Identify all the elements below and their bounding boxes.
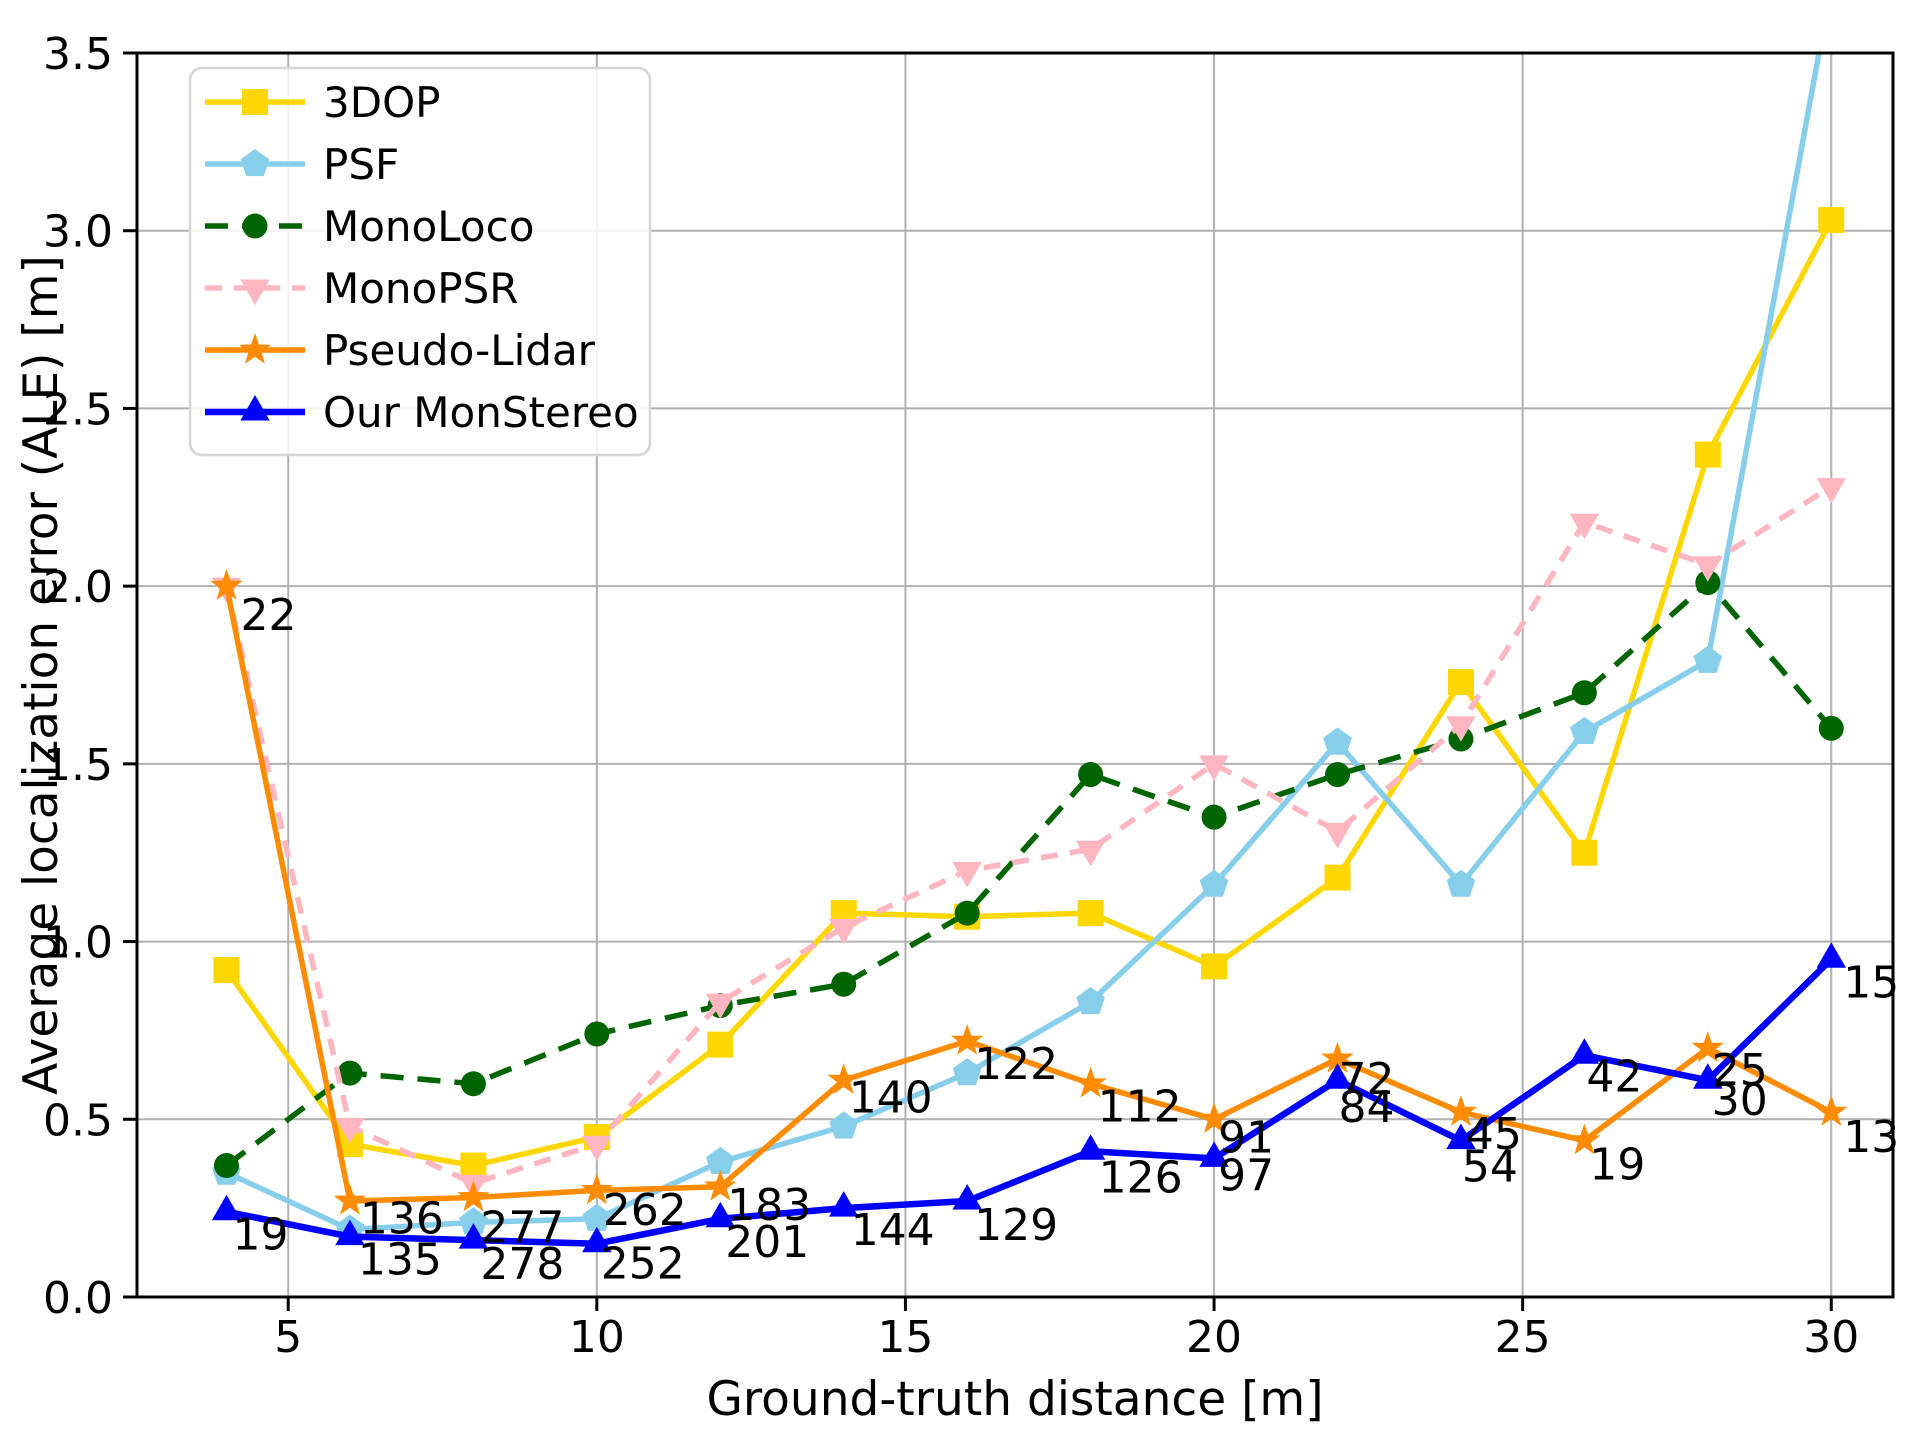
x-tick-label: 20 — [1186, 1312, 1242, 1363]
annotation-label: 91 — [1218, 1112, 1274, 1163]
legend-item-monoloco: MonoLoco — [205, 202, 534, 251]
x-axis-label: Ground-truth distance [m] — [706, 1372, 1323, 1427]
annotation-label: 15 — [1843, 957, 1899, 1008]
x-tick-label: 30 — [1803, 1312, 1859, 1363]
legend: 3DOP PSF MonoLoco MonoPSR Pseudo-Lidar Our Mo… — [188, 66, 652, 457]
annotation-label: 135 — [358, 1235, 442, 1286]
y-tick-label: 2.0 — [43, 562, 113, 613]
plot-border — [135, 51, 1895, 1299]
annotation-label: 84 — [1339, 1082, 1395, 1133]
series-psf — [212, 53, 1822, 1242]
legend-label: 3DOP — [323, 78, 440, 127]
our-monstereo-markers — [211, 942, 1846, 1253]
y-axis-label: Average localization error (ALE) [m] — [14, 255, 69, 1095]
annotation-label: 13 — [1843, 1112, 1899, 1163]
annotation-label: 19 — [1589, 1140, 1645, 1191]
monopsr-markers — [211, 478, 1846, 1201]
annotation-label: 252 — [601, 1239, 685, 1290]
x-tick-label: 25 — [1495, 1312, 1551, 1363]
annotation-label: 72 — [1339, 1054, 1395, 1105]
legend-item-3dop: 3DOP — [205, 78, 440, 127]
series-our-monstereo — [211, 942, 1846, 1253]
annotation-label: 140 — [849, 1072, 933, 1123]
legend-label: MonoLoco — [323, 202, 534, 251]
legend-item-monopsr: MonoPSR — [205, 264, 518, 313]
annotation-label: 45 — [1466, 1109, 1522, 1160]
annotation-label: 54 — [1462, 1142, 1518, 1193]
annotation-label: 129 — [974, 1200, 1058, 1251]
x-tick-label: 5 — [274, 1312, 302, 1363]
legend-item-psf: PSF — [205, 140, 399, 189]
x-tick-label: 10 — [569, 1312, 625, 1363]
legend-item-our-monstereo: Our MonStereo — [205, 388, 639, 437]
y-tick-label: 0.5 — [43, 1095, 113, 1146]
annotation-label: 126 — [1099, 1152, 1183, 1203]
y-tick-label: 1.5 — [43, 740, 113, 791]
annotation-label: 201 — [725, 1217, 809, 1268]
legend-label: MonoPSR — [323, 264, 518, 313]
annotation-label: 42 — [1586, 1051, 1642, 1102]
legend-item-pseudo-lidar: Pseudo-Lidar — [205, 326, 596, 375]
annotation-label: 262 — [603, 1185, 687, 1236]
x-tick-label: 15 — [877, 1312, 933, 1363]
y-tick-label: 2.5 — [43, 384, 113, 435]
annotation-label: 136 — [360, 1194, 444, 1245]
axis-ticks: 5 10 15 20 25 300.00.51.01.52.02.53.03.5 — [43, 29, 1859, 1363]
series-pseudo-lidar — [210, 569, 1848, 1215]
annotation-label: 183 — [727, 1180, 811, 1231]
legend-label: PSF — [323, 140, 399, 189]
y-tick-label: 3.5 — [43, 29, 113, 80]
y-tick-label: 0.0 — [43, 1273, 113, 1324]
annotation-label: 30 — [1712, 1075, 1768, 1126]
y-tick-label: 1.0 — [43, 918, 113, 969]
annotation-label: 22 — [241, 590, 297, 641]
legend-label: Pseudo-Lidar — [323, 326, 596, 375]
annotation-label: 144 — [851, 1205, 935, 1256]
annotation-label: 277 — [480, 1202, 564, 1253]
annotation-label: 112 — [1098, 1082, 1182, 1133]
y-tick-label: 3.0 — [43, 207, 113, 258]
annotation-label: 25 — [1712, 1045, 1768, 1096]
legend-label: Our MonStereo — [323, 388, 639, 437]
annotation-label: 122 — [974, 1039, 1058, 1090]
annotation-label: 19 — [233, 1210, 289, 1261]
pseudo-lidar-markers — [210, 569, 1848, 1215]
series-monopsr — [211, 478, 1846, 1201]
annotation-label: 278 — [480, 1239, 564, 1290]
annotation-label: 97 — [1218, 1150, 1274, 1201]
